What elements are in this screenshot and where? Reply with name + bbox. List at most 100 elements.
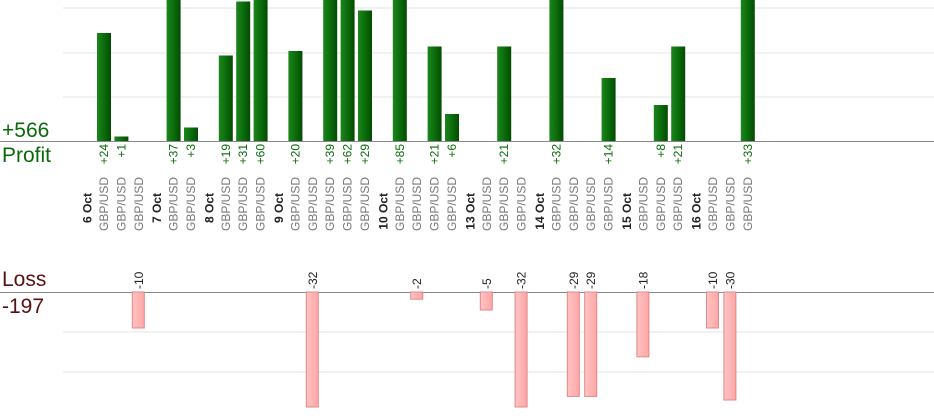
- profit-bar[interactable]: [445, 114, 459, 141]
- profit-bar[interactable]: [253, 0, 268, 141]
- pair-label: GBP/USD: [428, 177, 442, 231]
- pair-label: GBP/USD: [358, 177, 372, 231]
- pair-label: GBP/USD: [114, 177, 128, 231]
- loss-bar[interactable]: [131, 291, 145, 329]
- date-label: 9 Oct: [272, 193, 286, 223]
- loss-bar[interactable]: [479, 291, 493, 311]
- loss-value-label: -18: [636, 271, 650, 289]
- profit-bar[interactable]: [288, 51, 303, 141]
- bar-labels: +24 +1 -10 +37 +3 +19 +31 +60 +20 -32 +39 +62 +29 +85…: [97, 144, 755, 289]
- pair-label: GBP/USD: [184, 177, 198, 231]
- pair-label: GBP/USD: [497, 177, 511, 231]
- profit-value-label: +24: [97, 144, 111, 165]
- profit-bar[interactable]: [497, 46, 512, 142]
- profit-value-label: +37: [167, 144, 181, 165]
- pair-label: GBP/USD: [219, 177, 233, 231]
- pair-label: GBP/USD: [567, 177, 581, 231]
- profit-value-label: +21: [671, 144, 685, 165]
- pair-label: GBP/USD: [323, 177, 337, 231]
- pair-label: GBP/USD: [636, 177, 650, 231]
- pair-label: GBP/USD: [741, 177, 755, 231]
- loss-value-label: -5: [480, 278, 494, 289]
- pair-label: GBP/USD: [97, 177, 111, 231]
- loss-bar[interactable]: [566, 291, 580, 397]
- profit-bar[interactable]: [218, 55, 233, 142]
- profit-bar[interactable]: [358, 10, 372, 142]
- pair-label: GBP/USD: [341, 177, 355, 231]
- loss-value-label: -10: [132, 271, 146, 289]
- pair-label: GBP/USD: [654, 177, 668, 231]
- date-label: 10 Oct: [376, 193, 390, 230]
- loss-bar[interactable]: [636, 291, 650, 358]
- pair-label: GBP/USD: [132, 177, 146, 231]
- profit-bar[interactable]: [323, 0, 338, 141]
- loss-bar[interactable]: [584, 291, 598, 397]
- profit-bar[interactable]: [166, 0, 181, 141]
- pair-label: GBP/USD: [306, 177, 320, 231]
- profit-value-label: +32: [549, 144, 563, 165]
- pair-label: GBP/USD: [393, 177, 407, 231]
- loss-value-label: -32: [306, 271, 320, 289]
- pair-label: GBP/USD: [723, 177, 737, 231]
- loss-value-label: -30: [723, 271, 737, 289]
- grid-lines: [0, 7, 934, 373]
- profit-bar[interactable]: [601, 78, 616, 141]
- date-label: 15 Oct: [620, 193, 634, 230]
- loss-bar[interactable]: [410, 291, 424, 300]
- date-label: 14 Oct: [533, 193, 547, 230]
- profit-value-label: +39: [323, 144, 337, 165]
- pair-label: GBP/USD: [549, 177, 563, 231]
- pair-label: GBP/USD: [236, 177, 250, 231]
- pair-label: GBP/USD: [706, 177, 720, 231]
- pair-label: GBP/USD: [445, 177, 459, 231]
- profit-bar[interactable]: [653, 105, 668, 141]
- loss-bar[interactable]: [305, 291, 319, 408]
- date-label: 16 Oct: [690, 193, 704, 230]
- loss-value-label: -10: [706, 271, 720, 289]
- profit-value-label: +8: [654, 144, 668, 158]
- loss-bar[interactable]: [723, 291, 737, 401]
- bars: [97, 0, 755, 408]
- profit-value-label: +85: [393, 144, 407, 165]
- date-label: 7 Oct: [150, 193, 164, 223]
- loss-value-label: -29: [567, 271, 581, 289]
- pair-label: GBP/USD: [671, 177, 685, 231]
- profit-bar[interactable]: [427, 46, 442, 142]
- profit-bar[interactable]: [340, 0, 355, 141]
- axis-labels: GBP/USD GBP/USD GBP/USD GBP/USD GBP/USD GBP/U…: [0, 0, 755, 231]
- date-label: 6 Oct: [81, 193, 95, 223]
- loss-value-label: -2: [410, 278, 424, 289]
- profit-value-label: +29: [358, 144, 372, 165]
- pair-label: GBP/USD: [410, 177, 424, 231]
- pair-label: GBP/USD: [254, 177, 268, 231]
- profit-value-label: +6: [445, 144, 459, 158]
- profit-bar[interactable]: [549, 0, 564, 141]
- pair-label: GBP/USD: [584, 177, 598, 231]
- date-label: 8 Oct: [202, 193, 216, 223]
- pair-label: GBP/USD: [288, 177, 302, 231]
- loss-label: Loss: [2, 268, 47, 291]
- profit-value-label: +3: [184, 144, 198, 158]
- profit-value-label: +14: [602, 144, 616, 165]
- profit-value-label: +21: [497, 144, 511, 165]
- date-label: 13 Oct: [463, 193, 477, 230]
- loss-bar[interactable]: [706, 291, 719, 329]
- profit-bar[interactable]: [236, 1, 251, 142]
- profit-label: Profit: [2, 144, 52, 167]
- pair-label: GBP/USD: [480, 177, 494, 231]
- pair-label: GBP/USD: [167, 177, 181, 231]
- profit-bar[interactable]: [392, 0, 407, 141]
- profit-bar[interactable]: [740, 0, 755, 141]
- profit-total: +566: [2, 119, 50, 142]
- profit-bar[interactable]: [184, 127, 198, 142]
- loss-total: -197: [2, 295, 45, 318]
- profit-value-label: +60: [254, 144, 268, 165]
- profit-bar[interactable]: [114, 136, 129, 142]
- profit-value-label: +1: [114, 144, 128, 158]
- loss-value-label: -29: [584, 271, 598, 289]
- profit-value-label: +31: [236, 144, 250, 165]
- loss-bar[interactable]: [514, 291, 528, 408]
- profit-bar[interactable]: [671, 46, 686, 142]
- profit-bar[interactable]: [97, 33, 111, 141]
